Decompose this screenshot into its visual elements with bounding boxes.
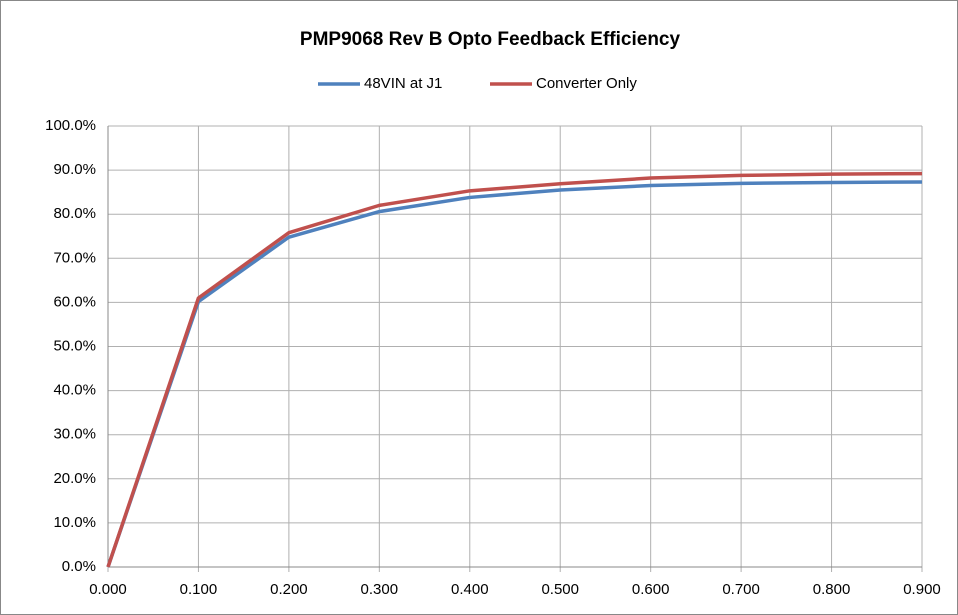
x-tick-label: 0.600 [632,581,670,598]
x-tick-label: 0.300 [361,581,399,598]
x-tick-label: 0.400 [451,581,489,598]
y-tick-label: 20.0% [53,470,96,487]
x-tick-label: 0.000 [89,581,127,598]
x-tick-label: 0.700 [722,581,760,598]
x-tick-label: 0.900 [903,581,941,598]
x-tick-label: 0.800 [813,581,851,598]
legend-label: Converter Only [536,75,637,92]
y-tick-label: 70.0% [53,249,96,266]
series-line [106,180,923,568]
x-tick-label: 0.500 [541,581,579,598]
legend-label: 48VIN at J1 [364,75,442,92]
y-tick-label: 60.0% [53,293,96,310]
x-tick-label: 0.100 [180,581,218,598]
y-tick-label: 100.0% [45,117,96,134]
y-tick-label: 40.0% [53,382,96,399]
y-tick-label: 10.0% [53,514,96,531]
y-tick-label: 80.0% [53,205,96,222]
chart-title: PMP9068 Rev B Opto Feedback Efficiency [300,29,681,50]
y-tick-label: 30.0% [53,426,96,443]
y-tick-label: 50.0% [53,337,96,354]
series-line [106,171,923,568]
y-tick-label: 90.0% [53,161,96,178]
x-tick-label: 0.200 [270,581,308,598]
y-tick-label: 0.0% [62,558,96,575]
